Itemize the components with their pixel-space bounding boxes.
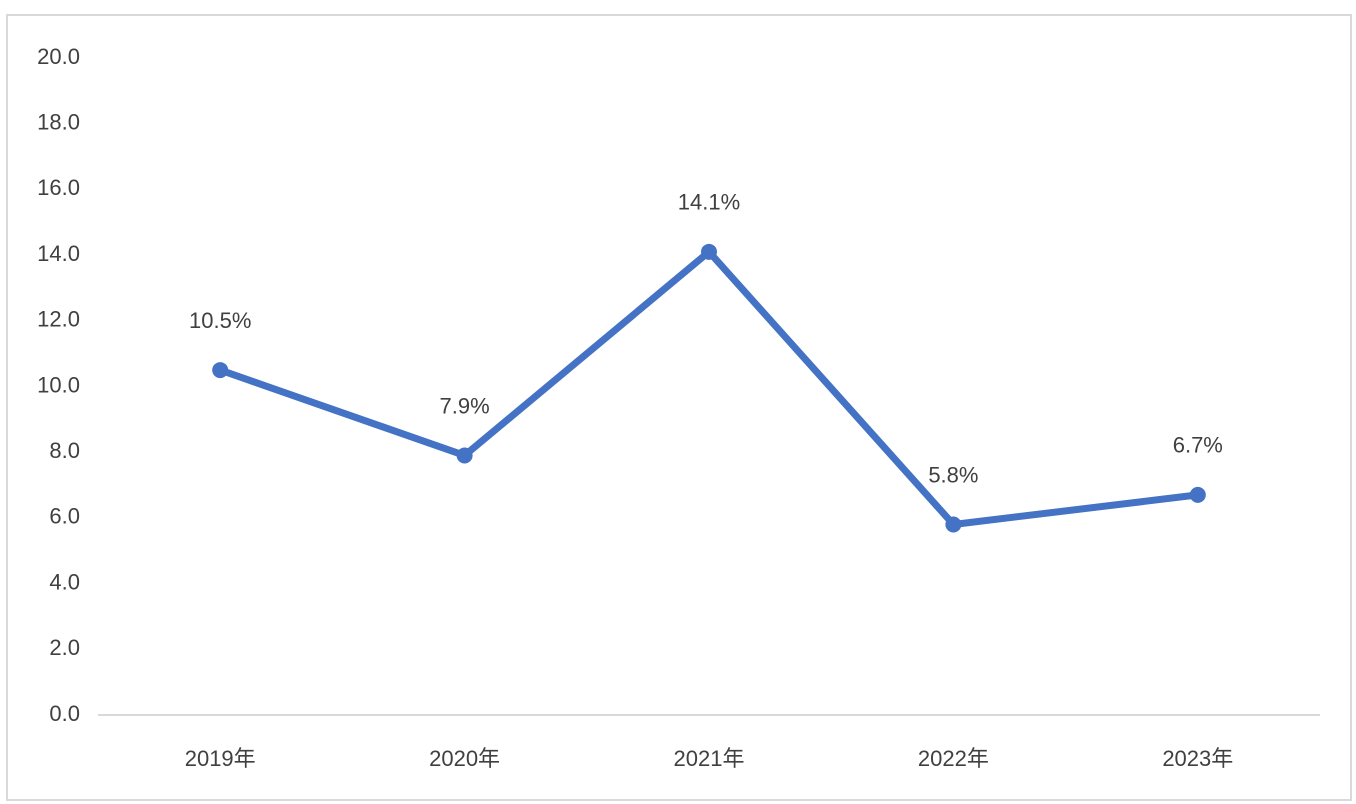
x-tick-label: 2022年 [918, 746, 989, 771]
x-tick-label: 2019年 [185, 746, 256, 771]
y-tick-label: 2.0 [49, 635, 80, 660]
y-tick-label: 0.0 [49, 701, 80, 726]
y-tick-label: 14.0 [37, 241, 80, 266]
data-label: 5.8% [928, 462, 978, 487]
y-tick-label: 4.0 [49, 569, 80, 594]
y-tick-label: 10.0 [37, 372, 80, 397]
y-tick-label: 8.0 [49, 438, 80, 463]
x-tick-label: 2020年 [429, 746, 500, 771]
x-tick-label: 2021年 [674, 746, 745, 771]
marker [945, 516, 962, 533]
x-tick-label: 2023年 [1162, 746, 1233, 771]
y-tick-label: 6.0 [49, 504, 80, 529]
y-tick-label: 18.0 [37, 110, 80, 135]
data-label: 7.9% [440, 393, 490, 418]
marker [212, 362, 229, 379]
marker [701, 243, 717, 260]
data-label: 10.5% [189, 308, 251, 333]
marker [1189, 486, 1206, 503]
y-tick-label: 16.0 [37, 175, 80, 200]
y-tick-label: 20.0 [37, 44, 80, 69]
marker [456, 447, 473, 464]
chart-border [6, 14, 1352, 801]
y-tick-label: 12.0 [37, 307, 80, 332]
data-label: 6.7% [1173, 433, 1223, 458]
data-label: 14.1% [678, 190, 740, 215]
